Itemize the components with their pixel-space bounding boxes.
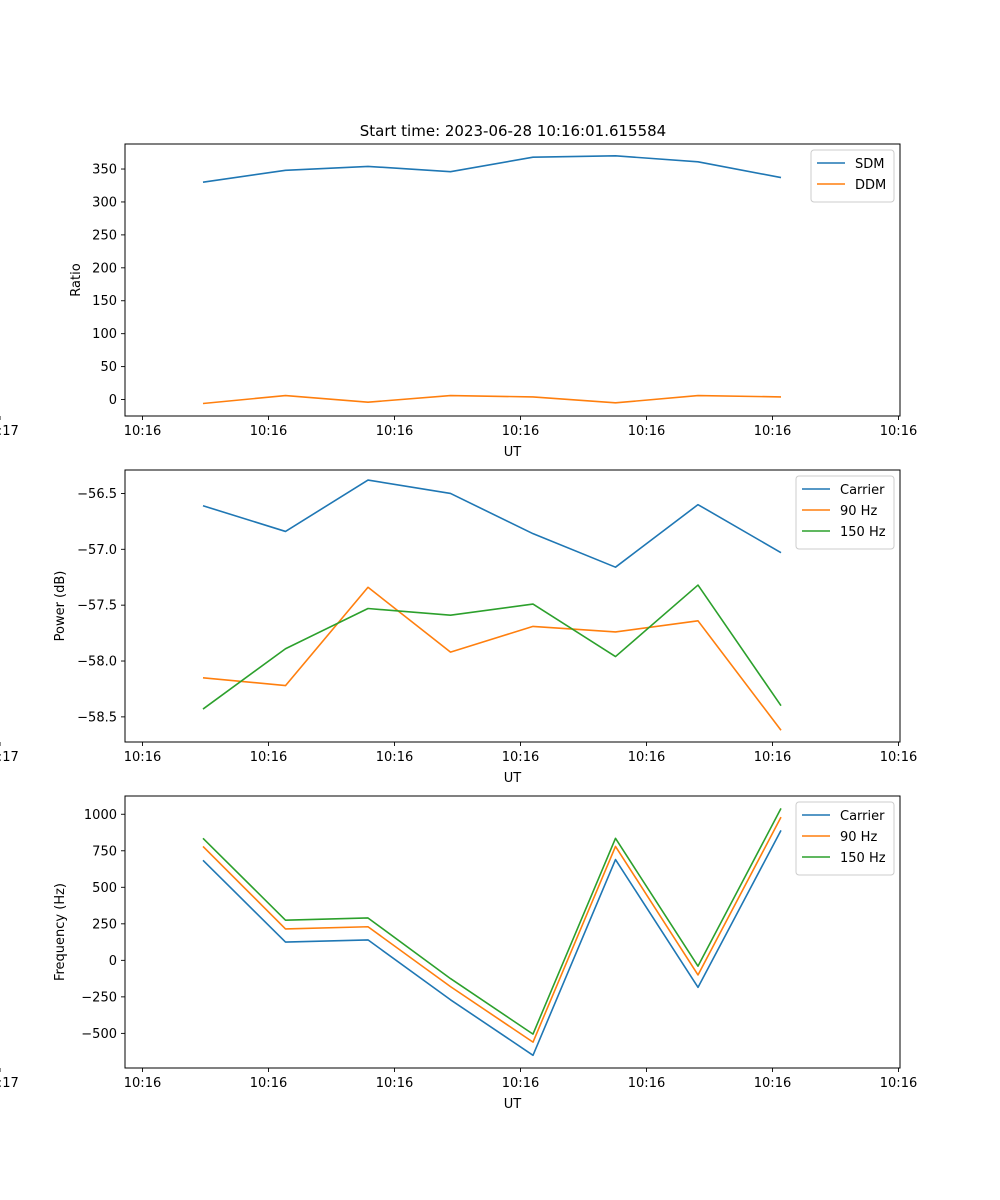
subplot-1: 10:16 10:16 10:16 10:16 10:16 10:16 10:16 10:17… [0, 143, 917, 460]
axes-frame [124, 469, 901, 743]
y-tick-label: 200 [92, 261, 117, 276]
y-tick-label: 350 [92, 163, 117, 178]
legend-label: Carrier [840, 483, 885, 498]
y-tick-label: 750 [92, 844, 117, 859]
subplot-3: 10:16 10:16 10:16 10:16 10:16 10:16 10:16 10:17… [0, 795, 917, 1112]
axes-frame [124, 143, 901, 417]
x-tick-label: 10:16 [124, 1076, 161, 1091]
subplot-2: 10:16 10:16 10:16 10:16 10:16 10:16 10:16 10:17… [0, 469, 917, 786]
legend-label: DDM [855, 178, 886, 193]
y-tick-label: 150 [92, 294, 117, 309]
x-tick-label: 10:16 [502, 1076, 539, 1091]
y-tick-label: −57.5 [77, 599, 117, 614]
y-tick-label: −56.5 [77, 487, 117, 502]
x-tick-label: 10:16 [880, 750, 917, 765]
x-axis-label: UT [504, 1097, 522, 1112]
y-tick-label: 1000 [84, 808, 117, 823]
y-tick-label: 0 [109, 954, 117, 969]
x-tick-label: 10:16 [628, 1076, 665, 1091]
x-tick-label: 10:16 [376, 1076, 413, 1091]
x-tick-label: 10:16 [124, 424, 161, 439]
series-line-90-hz [202, 816, 782, 1043]
x-tick-label: 10:16 [754, 424, 791, 439]
series-line-150-hz [202, 584, 782, 710]
axes-frame [124, 795, 901, 1069]
y-tick-label: −250 [81, 990, 117, 1005]
legend-label: 150 Hz [840, 525, 886, 540]
x-tick-label: 10:16 [250, 750, 287, 765]
x-tick-label: 10:16 [880, 1076, 917, 1091]
y-axis-label: Ratio [69, 263, 84, 296]
x-tick-label: 10:16 [376, 750, 413, 765]
subplots: 10:16 10:16 10:16 10:16 10:16 10:16 10:16 10:17… [0, 143, 917, 1112]
y-tick-label: −58.5 [77, 710, 117, 725]
x-tick-label: 10:17 [0, 750, 19, 765]
x-tick-label: 10:16 [124, 750, 161, 765]
y-axis-label: Power (dB) [53, 571, 68, 642]
y-tick-label: 300 [92, 195, 117, 210]
legend: Carrier 90 Hz 150 Hz [795, 801, 895, 876]
legend-label: SDM [855, 157, 884, 172]
y-tick-label: 100 [92, 327, 117, 342]
x-tick-label: 10:16 [754, 1076, 791, 1091]
y-tick-label: −500 [81, 1027, 117, 1042]
y-tick-label: −58.0 [77, 655, 117, 670]
y-axis-label: Frequency (Hz) [53, 883, 68, 981]
x-axis-label: UT [504, 771, 522, 786]
legend-label: Carrier [840, 809, 885, 824]
series-line-sdm [202, 155, 782, 183]
y-tick-label: −57.0 [77, 543, 117, 558]
y-tick-label: 250 [92, 228, 117, 243]
figure-title: Start time: 2023-06-28 10:16:01.615584 [360, 122, 666, 140]
series-line-ddm [202, 394, 782, 405]
series-line-90-hz [202, 586, 782, 731]
y-tick-label: 50 [100, 360, 117, 375]
series-line-carrier [202, 829, 782, 1057]
legend: Carrier 90 Hz 150 Hz [795, 475, 895, 550]
x-tick-label: 10:16 [880, 424, 917, 439]
series-line-150-hz [202, 808, 782, 1035]
y-tick-label: 0 [109, 393, 117, 408]
legend: SDM DDM [810, 149, 895, 203]
legend-label: 150 Hz [840, 851, 886, 866]
y-tick-label: 250 [92, 917, 117, 932]
x-tick-label: 10:16 [250, 1076, 287, 1091]
x-tick-label: 10:17 [0, 424, 19, 439]
legend-label: 90 Hz [840, 504, 877, 519]
x-tick-label: 10:16 [376, 424, 413, 439]
y-tick-label: 500 [92, 881, 117, 896]
x-tick-label: 10:16 [628, 424, 665, 439]
x-tick-label: 10:16 [754, 750, 791, 765]
x-tick-label: 10:17 [0, 1076, 19, 1091]
x-tick-label: 10:16 [628, 750, 665, 765]
x-tick-label: 10:16 [502, 750, 539, 765]
legend-label: 90 Hz [840, 830, 877, 845]
x-tick-label: 10:16 [502, 424, 539, 439]
series-line-carrier [202, 479, 782, 568]
x-tick-label: 10:16 [250, 424, 287, 439]
x-axis-label: UT [504, 445, 522, 460]
